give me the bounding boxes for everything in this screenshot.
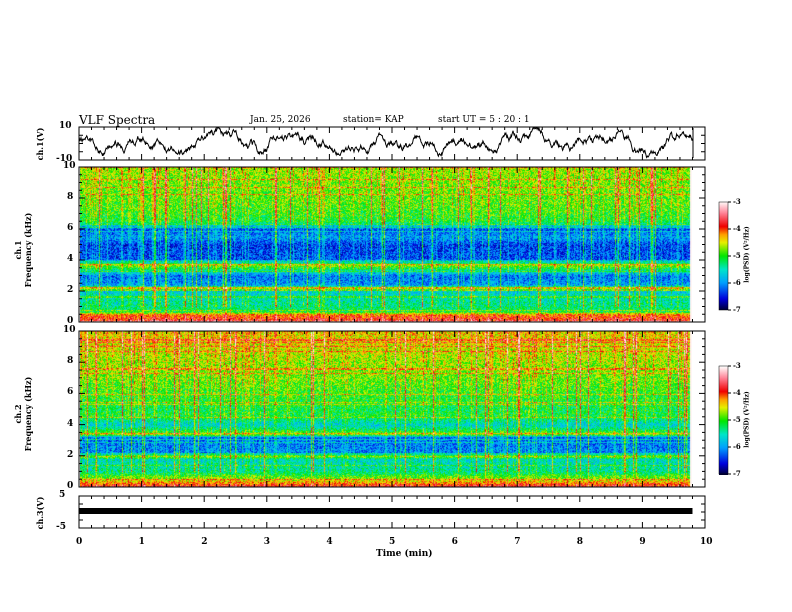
colorbar-tick-label: -7	[733, 469, 741, 478]
colorbar-tick-label: -5	[733, 251, 741, 260]
ch1-ylabel: ch.1(V)	[35, 127, 45, 161]
colorbar-tick-label: -7	[733, 305, 741, 314]
y-tick-label: 0	[67, 481, 74, 491]
station-label: station= KAP	[343, 115, 404, 125]
y-tick-label: 8	[67, 192, 74, 202]
ch1-label: ch.1	[13, 240, 23, 260]
x-axis-label: Time (min)	[376, 549, 433, 559]
ch2-label: ch.2	[13, 404, 23, 424]
start-time-label: start UT = 5 : 20 : 1	[438, 115, 530, 125]
ch2-spectrogram-ylabel: ch.2 Frequency (kHz)	[13, 364, 33, 464]
ch3-ylabel: ch.3(V)	[35, 496, 45, 530]
x-tick-label: 6	[451, 537, 458, 547]
y-tick-label: 10	[63, 161, 76, 171]
colorbar-frame	[718, 365, 729, 475]
y-tick-label: 2	[67, 285, 74, 295]
colorbar-frame	[718, 201, 729, 311]
y-tick-label: 8	[67, 356, 74, 367]
y-tick-label: 10	[63, 325, 76, 335]
x-tick-label: 2	[201, 537, 208, 547]
y-tick-label: -5	[56, 522, 66, 532]
ch1-spectrogram-ylabel: ch.1 Frequency (kHz)	[13, 200, 33, 300]
x-tick-label: 7	[514, 537, 521, 547]
colorbar1-label: log(PSD) (V²/Hz)	[743, 226, 751, 283]
ch2-spectrogram	[80, 331, 692, 487]
x-tick-label: 4	[326, 537, 333, 547]
y-tick-label: 4	[67, 418, 74, 429]
ch1-waveform-line	[78, 126, 693, 159]
x-tick-label: 5	[389, 537, 396, 547]
ch2-colorbar	[719, 367, 728, 475]
ch1-spectrogram	[80, 167, 692, 322]
colorbar2-label: log(PSD) (V²/Hz)	[743, 391, 751, 448]
y-tick-label: 6	[67, 223, 74, 233]
x-tick-label: 3	[263, 537, 271, 547]
colorbar-tick-label: -5	[733, 415, 741, 424]
y-tick-label: 2	[67, 449, 74, 460]
panel-frame	[78, 166, 706, 323]
frequency-label: Frequency (kHz)	[23, 376, 33, 452]
y-tick-label: 6	[67, 387, 74, 398]
x-tick-label: 10	[700, 537, 713, 547]
y-tick-label: 5	[59, 490, 66, 500]
colorbar-tick-label: -6	[733, 442, 741, 451]
y-tick-label: -10	[56, 154, 73, 164]
y-tick-label: 0	[67, 316, 74, 326]
y-tick-label: 4	[67, 254, 74, 264]
x-tick-label: 0	[76, 537, 83, 547]
ch3-waveform-line	[79, 508, 693, 514]
x-tick-label: 8	[576, 537, 584, 547]
colorbar-tick-label: -4	[733, 224, 741, 233]
frequency-label: Frequency (kHz)	[23, 212, 33, 288]
y-tick-label: 10	[59, 121, 72, 131]
colorbar-tick-label: -3	[733, 361, 741, 370]
x-tick-label: 1	[138, 537, 145, 547]
panel-frame	[78, 330, 706, 488]
figure-title: VLF Spectra	[79, 113, 156, 127]
date-label: Jan. 25, 2026	[250, 115, 311, 125]
colorbar-tick-label: -4	[733, 388, 741, 397]
colorbar-tick-label: -6	[733, 278, 741, 287]
x-tick-label: 9	[639, 537, 646, 547]
ch1-colorbar	[719, 202, 728, 310]
colorbar-tick-label: -3	[733, 197, 741, 206]
